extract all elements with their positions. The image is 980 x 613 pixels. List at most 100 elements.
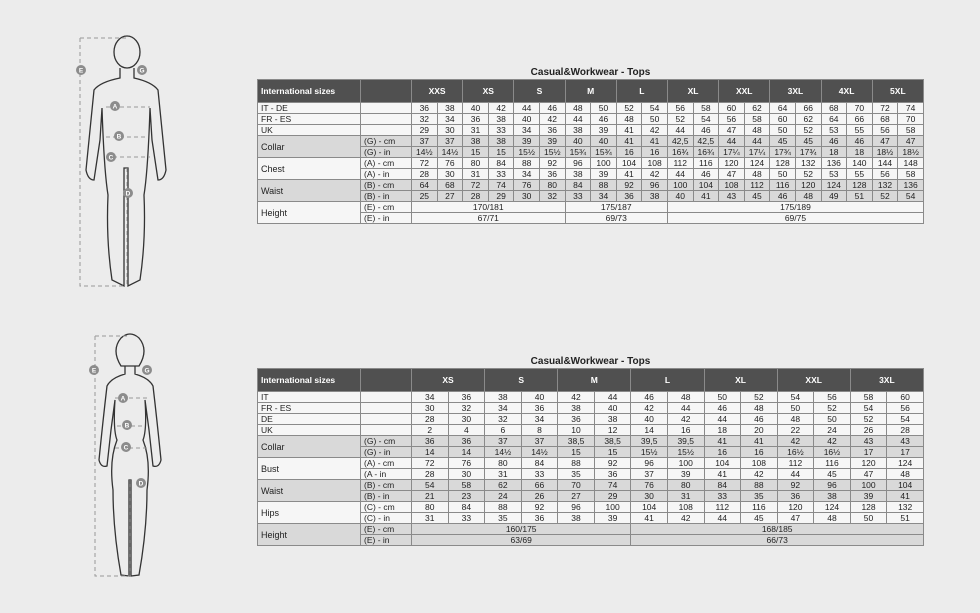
row-label: UK <box>257 424 361 436</box>
size-value: 108 <box>641 157 668 169</box>
table-row: FR - ES 32 34 36 38 40 42 44 46 48 50 52 54 56 58 60 62 6… <box>257 113 924 125</box>
size-value: 16½ <box>776 446 815 458</box>
size-value: 55 <box>846 124 873 136</box>
row-unit: (A - in <box>360 468 412 480</box>
size-value: 38 <box>487 113 515 125</box>
table-row: (A) - in 28 30 31 33 34 36 38 39 41 42 44 46 47 48 50 52… <box>258 168 924 180</box>
size-value: 17 <box>886 446 924 458</box>
size-value: 56 <box>666 102 694 114</box>
svg-text:D: D <box>139 481 144 488</box>
size-value: 120 <box>718 157 745 169</box>
size-value: 18 <box>846 146 873 158</box>
size-value: 36 <box>593 468 632 480</box>
row-label: DE <box>257 413 361 425</box>
size-value: 38,5 <box>593 435 632 447</box>
size-value: 30 <box>447 413 486 425</box>
size-value: 36 <box>411 102 438 114</box>
size-value: 76 <box>447 457 486 469</box>
size-value: 33 <box>447 512 486 524</box>
size-value: 58 <box>849 391 888 403</box>
size-value: 33 <box>564 190 592 202</box>
size-header: 3XL <box>849 368 925 392</box>
size-value: 124 <box>743 157 771 169</box>
size-value: 52 <box>813 402 851 414</box>
size-value: 53 <box>820 168 848 180</box>
size-value: 120 <box>776 501 815 513</box>
size-value: 46 <box>769 190 796 202</box>
size-value: 84 <box>520 457 559 469</box>
size-value: 92 <box>520 501 559 513</box>
size-value: 96 <box>630 457 668 469</box>
size-value: 34 <box>411 391 449 403</box>
row-unit: (E) - cm <box>360 523 412 535</box>
size-value: 49 <box>820 190 848 202</box>
size-value: 27 <box>557 490 595 502</box>
size-value: 14½ <box>520 446 559 458</box>
size-value: 48 <box>776 413 815 425</box>
size-header: L <box>615 79 668 103</box>
size-value: 132 <box>794 157 822 169</box>
size-value: 88 <box>513 157 540 169</box>
size-value: 54 <box>776 391 815 403</box>
row-label: IT - DE <box>257 102 361 114</box>
size-value: 14½ <box>484 446 522 458</box>
size-value: 50 <box>849 512 888 524</box>
size-value: 88 <box>484 501 522 513</box>
size-header: M <box>564 79 617 103</box>
size-value: 64 <box>820 113 848 125</box>
size-value: 84 <box>487 157 515 169</box>
row-unit: (E) - cm <box>360 201 412 213</box>
size-value: 66 <box>794 102 822 114</box>
size-value: 28 <box>886 424 924 436</box>
row-unit: (G) - cm <box>360 135 412 147</box>
size-value: 15¾ <box>564 146 592 158</box>
height-value: 170/181 <box>411 201 566 213</box>
size-value: 128 <box>769 157 796 169</box>
size-value: 32 <box>411 113 438 125</box>
size-value: 35 <box>557 468 595 480</box>
size-value: 24 <box>813 424 851 436</box>
height-value: 175/187 <box>564 201 668 213</box>
size-value: 112 <box>666 157 694 169</box>
size-value: 70 <box>897 113 924 125</box>
size-value: 41 <box>703 435 742 447</box>
header-blank <box>360 368 412 392</box>
size-value: 33 <box>520 468 559 480</box>
size-value: 44 <box>718 135 745 147</box>
size-value: 54 <box>849 402 888 414</box>
size-table: International sizes XS S M L XL XXL 3XL IT 34 36 38… <box>257 368 925 546</box>
size-value: 52 <box>666 113 694 125</box>
size-header: XXS <box>410 79 464 103</box>
height-value: 168/185 <box>630 523 924 535</box>
size-value: 2 <box>411 424 449 436</box>
size-value: 42 <box>630 402 668 414</box>
size-value: 116 <box>813 457 851 469</box>
row-unit <box>360 124 412 136</box>
size-value: 104 <box>703 457 742 469</box>
size-value: 54 <box>641 102 668 114</box>
size-header: XS <box>462 79 515 103</box>
svg-text:D: D <box>126 191 131 198</box>
row-label: Height <box>257 201 361 224</box>
size-value: 84 <box>564 179 592 191</box>
size-value: 50 <box>703 391 742 403</box>
size-value: 18 <box>703 424 742 436</box>
size-value: 39,5 <box>630 435 668 447</box>
row-label: FR - ES <box>257 402 361 414</box>
size-value: 42 <box>813 435 851 447</box>
size-value: 33 <box>487 124 515 136</box>
size-value: 34 <box>590 190 617 202</box>
size-value: 38 <box>557 512 595 524</box>
size-value: 33 <box>487 168 515 180</box>
size-value: 8 <box>520 424 559 436</box>
size-value: 45 <box>769 135 796 147</box>
size-value: 47 <box>849 468 888 480</box>
size-value: 84 <box>447 501 486 513</box>
size-header: XS <box>410 368 486 392</box>
size-value: 39 <box>666 468 705 480</box>
size-value: 100 <box>666 457 705 469</box>
size-value: 104 <box>630 501 668 513</box>
size-value: 68 <box>436 179 464 191</box>
row-unit <box>360 391 412 403</box>
size-value: 40 <box>520 391 559 403</box>
